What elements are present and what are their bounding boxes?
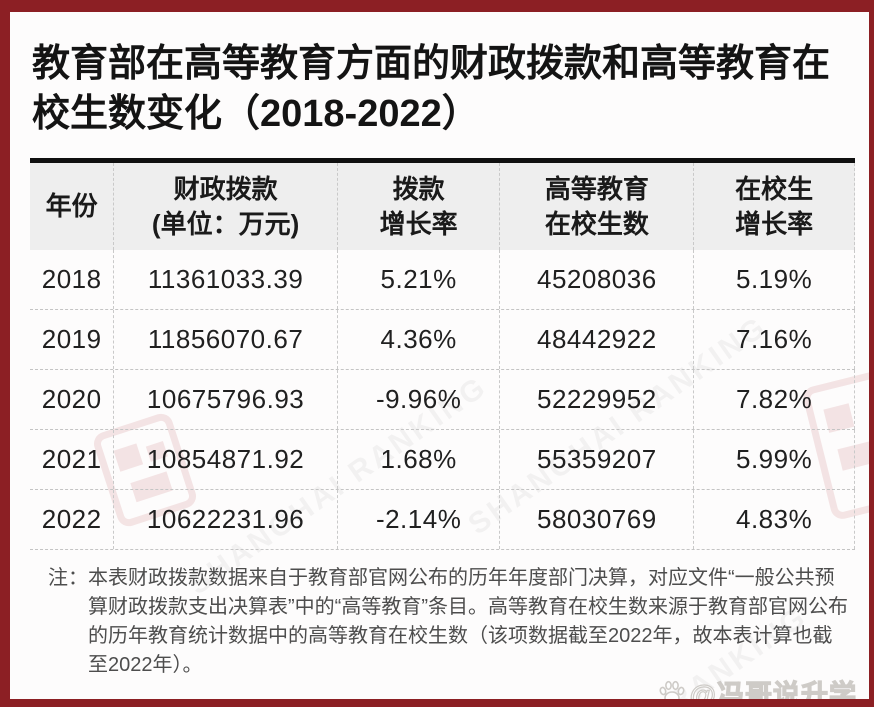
cell-allocation: 11361033.39 (113, 250, 337, 309)
cell-student-growth: 7.16% (693, 310, 855, 369)
cell-year: 2020 (41, 384, 102, 414)
data-table: 年份 财政拨款 (单位：万元) 拨款 增长率 高等教育 在校生数 在校生 增长率 (30, 158, 855, 550)
cell-allocation-growth: 4.36% (336, 310, 500, 369)
cell-allocation-growth: 5.21% (336, 250, 500, 309)
table-row: 2019 11856070.67 4.36% 48442922 7.16% (30, 310, 855, 370)
post-content: 教育部在高等教育方面的财政拨款和高等教育在校生数变化（2018-2022） 年份… (10, 39, 869, 707)
cell-year: 2022 (41, 504, 102, 534)
cell-students: 52229952 (499, 370, 693, 429)
header-label: 高等教育 (544, 173, 649, 204)
cell-allocation: 10854871.92 (113, 430, 337, 489)
cell-allocation: 11856070.67 (113, 310, 337, 369)
cell-students: 48442922 (499, 310, 693, 369)
cell-students: 55359207 (499, 430, 693, 489)
header-sublabel: 在校生数 (544, 208, 649, 239)
table-row: 2020 10675796.93 -9.96% 52229952 7.82% (30, 370, 855, 430)
table-row: 2018 11361033.39 5.21% 45208036 5.19% (30, 250, 855, 310)
cell-allocation-growth: -2.14% (336, 490, 500, 549)
table-row: 2022 10622231.96 -2.14% 58030769 4.83% (30, 490, 855, 550)
header-sublabel: 增长率 (379, 208, 458, 239)
header-label: 年份 (45, 191, 98, 221)
table-row: 2021 10854871.92 1.68% 55359207 5.99% (30, 430, 855, 490)
cell-student-growth: 4.83% (693, 490, 855, 549)
baidu-paw-icon (656, 677, 688, 699)
author-watermark: @冯哥说升学 (656, 673, 857, 707)
cell-year: 2018 (41, 264, 102, 294)
cell-students: 58030769 (499, 490, 693, 549)
header-label: 财政拨款 (173, 173, 278, 204)
header-cell-allocation-growth: 拨款 增长率 (336, 163, 500, 250)
cell-year: 2021 (41, 444, 102, 474)
cell-year: 2019 (41, 324, 102, 354)
cell-student-growth: 7.82% (693, 370, 855, 429)
header-cell-allocation: 财政拨款 (单位：万元) (113, 163, 337, 250)
header-sublabel: 增长率 (735, 208, 814, 239)
page-title: 教育部在高等教育方面的财政拨款和高等教育在校生数变化（2018-2022） (32, 43, 831, 135)
cell-student-growth: 5.99% (693, 430, 855, 489)
footnote: 注： 本表财政拨款数据来自于教育部官网公布的历年年度部门决算，对应文件“一般公共… (30, 564, 855, 680)
header-cell-student-growth: 在校生 增长率 (693, 163, 855, 250)
cell-students: 45208036 (499, 250, 693, 309)
header-label: 在校生 (735, 173, 814, 204)
cell-allocation: 10675796.93 (113, 370, 337, 429)
cell-student-growth: 5.19% (693, 250, 855, 309)
author-handle: @冯哥说升学 (689, 679, 857, 707)
header-cell-students: 高等教育 在校生数 (499, 163, 693, 250)
footnote-body: 本表财政拨款数据来自于教育部官网公布的历年年度部门决算，对应文件“一般公共预算财… (88, 567, 848, 676)
cell-allocation: 10622231.96 (113, 490, 337, 549)
footnote-prefix: 注： (48, 567, 88, 589)
header-sublabel: (单位：万元) (151, 208, 300, 239)
table-header-row: 年份 财政拨款 (单位：万元) 拨款 增长率 高等教育 在校生数 在校生 增长率 (30, 158, 855, 250)
header-cell-year: 年份 (30, 163, 113, 250)
cell-allocation-growth: 1.68% (336, 430, 500, 489)
header-label: 拨款 (392, 173, 445, 204)
cell-allocation-growth: -9.96% (336, 370, 500, 429)
